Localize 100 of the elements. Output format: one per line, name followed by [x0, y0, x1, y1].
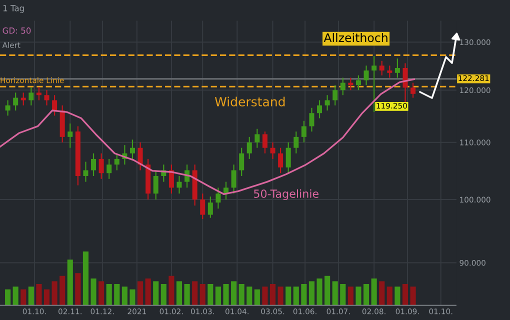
bar — [254, 289, 260, 306]
candlestick — [294, 130, 299, 154]
bar — [106, 284, 112, 306]
candlestick — [223, 181, 229, 200]
candlestick — [270, 142, 276, 160]
bar — [153, 281, 159, 306]
bar — [386, 286, 392, 306]
bar — [52, 281, 58, 306]
bar — [12, 286, 18, 306]
bar — [192, 281, 198, 306]
candlestick — [340, 77, 346, 96]
candlestick — [83, 161, 88, 182]
bar — [316, 278, 322, 306]
ref-line-label: Allzeithoch — [324, 33, 388, 42]
candlestick — [216, 187, 221, 210]
bar — [44, 289, 50, 306]
candlestick — [208, 196, 213, 218]
bar — [394, 286, 400, 306]
candlestick — [231, 164, 236, 194]
bar — [20, 289, 26, 306]
bar — [208, 284, 214, 306]
bar — [262, 286, 268, 306]
candlestick — [317, 100, 322, 119]
bar — [332, 281, 338, 306]
candlestick — [36, 86, 42, 101]
candlestick — [68, 123, 73, 148]
annotation: GD: 50 — [2, 27, 31, 34]
candlestick — [324, 94, 330, 112]
candlestick — [153, 170, 158, 200]
candlestick — [20, 92, 26, 106]
candlestick — [379, 60, 384, 76]
bar — [5, 289, 11, 306]
bar — [122, 286, 128, 306]
candlestick — [301, 120, 306, 143]
bar — [293, 286, 299, 306]
bar — [286, 286, 292, 306]
bar — [168, 276, 174, 306]
candlestick — [364, 65, 369, 86]
candlestick — [52, 94, 58, 116]
bar — [278, 286, 284, 306]
bar — [67, 260, 73, 306]
candlestick — [5, 100, 10, 116]
bar — [176, 281, 182, 306]
bar — [270, 284, 276, 306]
bar — [137, 281, 144, 306]
candlestick — [130, 139, 135, 160]
bar — [160, 284, 166, 306]
bar — [90, 278, 96, 306]
bar — [82, 251, 89, 306]
candlestick — [254, 128, 260, 148]
candlestick — [332, 84, 338, 106]
bar — [379, 281, 385, 306]
candlestick — [98, 152, 104, 180]
bar — [215, 286, 221, 306]
bar — [200, 284, 206, 306]
bar — [231, 281, 237, 306]
candlestick — [91, 152, 96, 177]
bar — [184, 284, 190, 306]
bar — [60, 276, 66, 306]
candlestick — [114, 152, 120, 171]
bar — [301, 284, 307, 306]
bar — [308, 281, 315, 306]
bar — [402, 284, 408, 306]
bar — [371, 278, 377, 306]
annotation: Widerstand — [214, 96, 285, 106]
bar — [28, 286, 34, 306]
candlestick — [44, 90, 50, 106]
series-label: 50-Tagelinie — [254, 189, 318, 200]
bar — [356, 286, 362, 306]
candlestick — [394, 58, 400, 78]
candlestick — [239, 147, 244, 177]
bar — [246, 286, 252, 306]
bar — [348, 286, 354, 306]
candlestick — [200, 193, 206, 220]
candlestick — [246, 136, 252, 160]
bar — [363, 284, 370, 306]
bar — [75, 273, 81, 306]
candlestick — [372, 56, 377, 113]
bar — [410, 286, 416, 306]
bar — [130, 289, 136, 306]
bar — [340, 284, 346, 306]
candlestick — [387, 65, 392, 78]
bar — [238, 284, 244, 306]
candlestick — [278, 147, 284, 174]
candlestick — [106, 158, 112, 180]
bar — [324, 276, 330, 306]
candlestick — [410, 82, 416, 98]
bar — [114, 284, 120, 306]
candlestick — [262, 130, 268, 154]
candlestick — [309, 107, 314, 132]
bar — [98, 281, 104, 306]
candlestick — [286, 142, 291, 174]
candlestick — [13, 92, 18, 112]
chart-subtitle: 1 Tag — [3, 5, 24, 13]
candlestick — [356, 74, 361, 91]
bar — [223, 284, 229, 306]
bar — [145, 278, 151, 306]
bar — [36, 284, 42, 306]
candlestick — [28, 87, 34, 106]
candlestick — [176, 175, 182, 194]
